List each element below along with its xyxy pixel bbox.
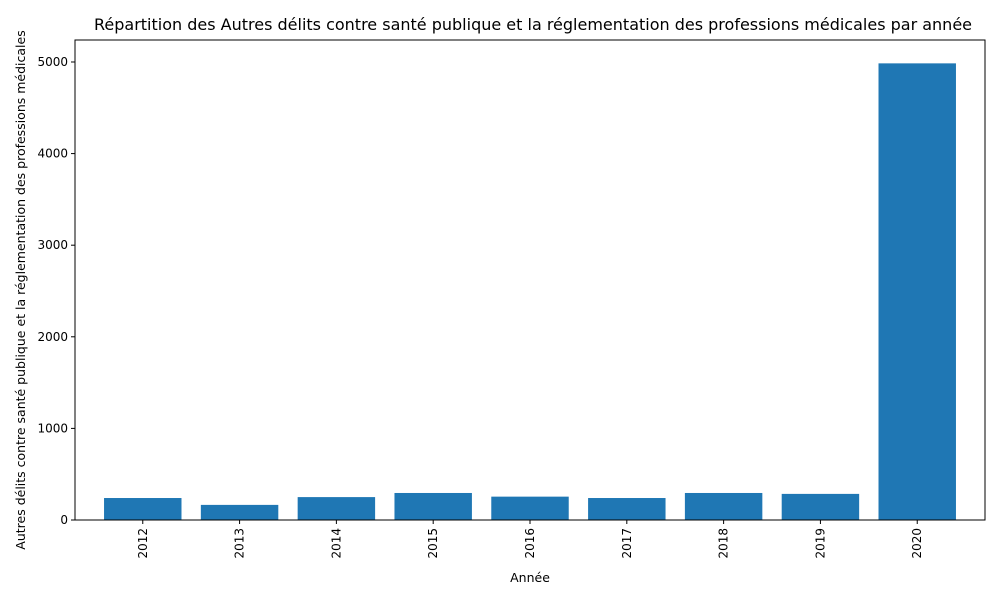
chart-title: Répartition des Autres délits contre san… [94, 15, 972, 34]
x-tick-label-2020: 2020 [910, 528, 924, 559]
bar-2017 [588, 498, 666, 520]
bar-2019 [781, 493, 860, 520]
y-tick-label-3000: 3000 [37, 238, 68, 252]
plot-frame [74, 39, 986, 521]
bar-2013 [200, 504, 279, 520]
x-tick-label-2019: 2019 [813, 528, 827, 559]
bar-2020 [878, 63, 956, 521]
bar-2016 [491, 496, 569, 520]
y-tick-label-5000: 5000 [37, 55, 68, 69]
x-tick-label-2016: 2016 [523, 528, 537, 559]
y-tick-label-4000: 4000 [37, 147, 68, 161]
bar-2012 [104, 498, 182, 520]
bar-2018 [684, 492, 763, 520]
y-tick-label-0: 0 [60, 513, 68, 527]
x-axis-label: Année [510, 570, 550, 585]
x-tick-label-2017: 2017 [620, 528, 634, 559]
x-tick-label-2012: 2012 [136, 528, 150, 559]
y-axis-ticks: 0 1000 2000 3000 4000 5000 [37, 55, 75, 527]
y-axis-label: Autres délits contre santé publique et l… [13, 30, 28, 549]
bar-2015 [394, 492, 472, 520]
x-tick-label-2014: 2014 [329, 528, 343, 559]
y-tick-label-1000: 1000 [37, 421, 68, 435]
x-tick-label-2013: 2013 [233, 528, 247, 559]
bar-2014 [297, 497, 376, 520]
x-tick-label-2015: 2015 [426, 528, 440, 559]
x-axis-ticks: 2012 2013 2014 2015 2016 2017 2018 2019 2020 [136, 520, 924, 559]
x-tick-label-2018: 2018 [717, 528, 731, 559]
bars-group [104, 63, 956, 521]
y-tick-label-2000: 2000 [37, 330, 68, 344]
